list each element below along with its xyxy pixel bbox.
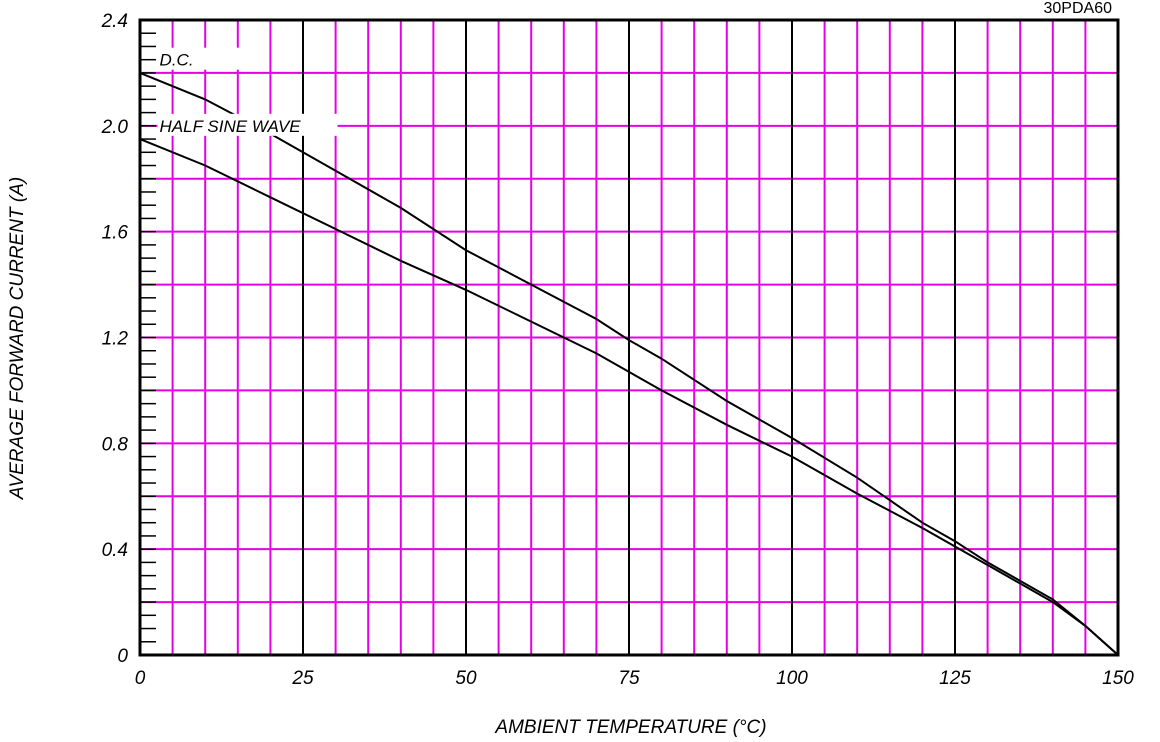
series-label-half-sine-wave: HALF SINE WAVE	[160, 117, 302, 136]
series-label-dc: D.C.	[160, 51, 194, 70]
part-number-label: 30PDA60	[1044, 0, 1113, 17]
x-tick-labels: 0 25 50 75 100 125 150	[135, 668, 1135, 689]
series-line-dc	[139, 71, 1119, 656]
y-tick-label: 1.2	[102, 329, 129, 350]
series-lines	[139, 71, 1119, 656]
x-axis-title: AMBIENT TEMPERATURE (°C)	[494, 717, 766, 738]
x-tick-label: 50	[455, 668, 477, 689]
x-tick-label: 25	[291, 668, 314, 689]
series-label-background	[157, 47, 250, 70]
x-tick-label: 150	[1102, 668, 1134, 689]
y-minor-ticks	[140, 32, 156, 643]
major-grid	[302, 20, 956, 655]
x-tick-label: 75	[618, 668, 640, 689]
x-tick-label: 100	[776, 668, 808, 689]
x-tick-label: 0	[135, 668, 146, 689]
series-label-background	[157, 113, 338, 136]
plot-frame	[138, 18, 1120, 657]
x-tick-label: 125	[939, 668, 971, 689]
y-tick-label: 0.8	[102, 434, 129, 455]
y-tick-label: 1.6	[102, 223, 129, 244]
series-line-half-sine-wave	[139, 138, 1119, 656]
y-tick-label: 2.0	[101, 117, 129, 138]
y-tick-label: 0.4	[102, 540, 128, 561]
y-tick-labels: 0 0.4 0.8 1.2 1.6 2.0 2.4	[101, 11, 129, 667]
y-axis-title: AVERAGE FORWARD CURRENT (A)	[7, 177, 28, 500]
y-tick-label: 2.4	[101, 11, 128, 32]
series-labels: D.C. HALF SINE WAVE	[157, 47, 338, 136]
y-tick-label: 0	[117, 646, 128, 667]
